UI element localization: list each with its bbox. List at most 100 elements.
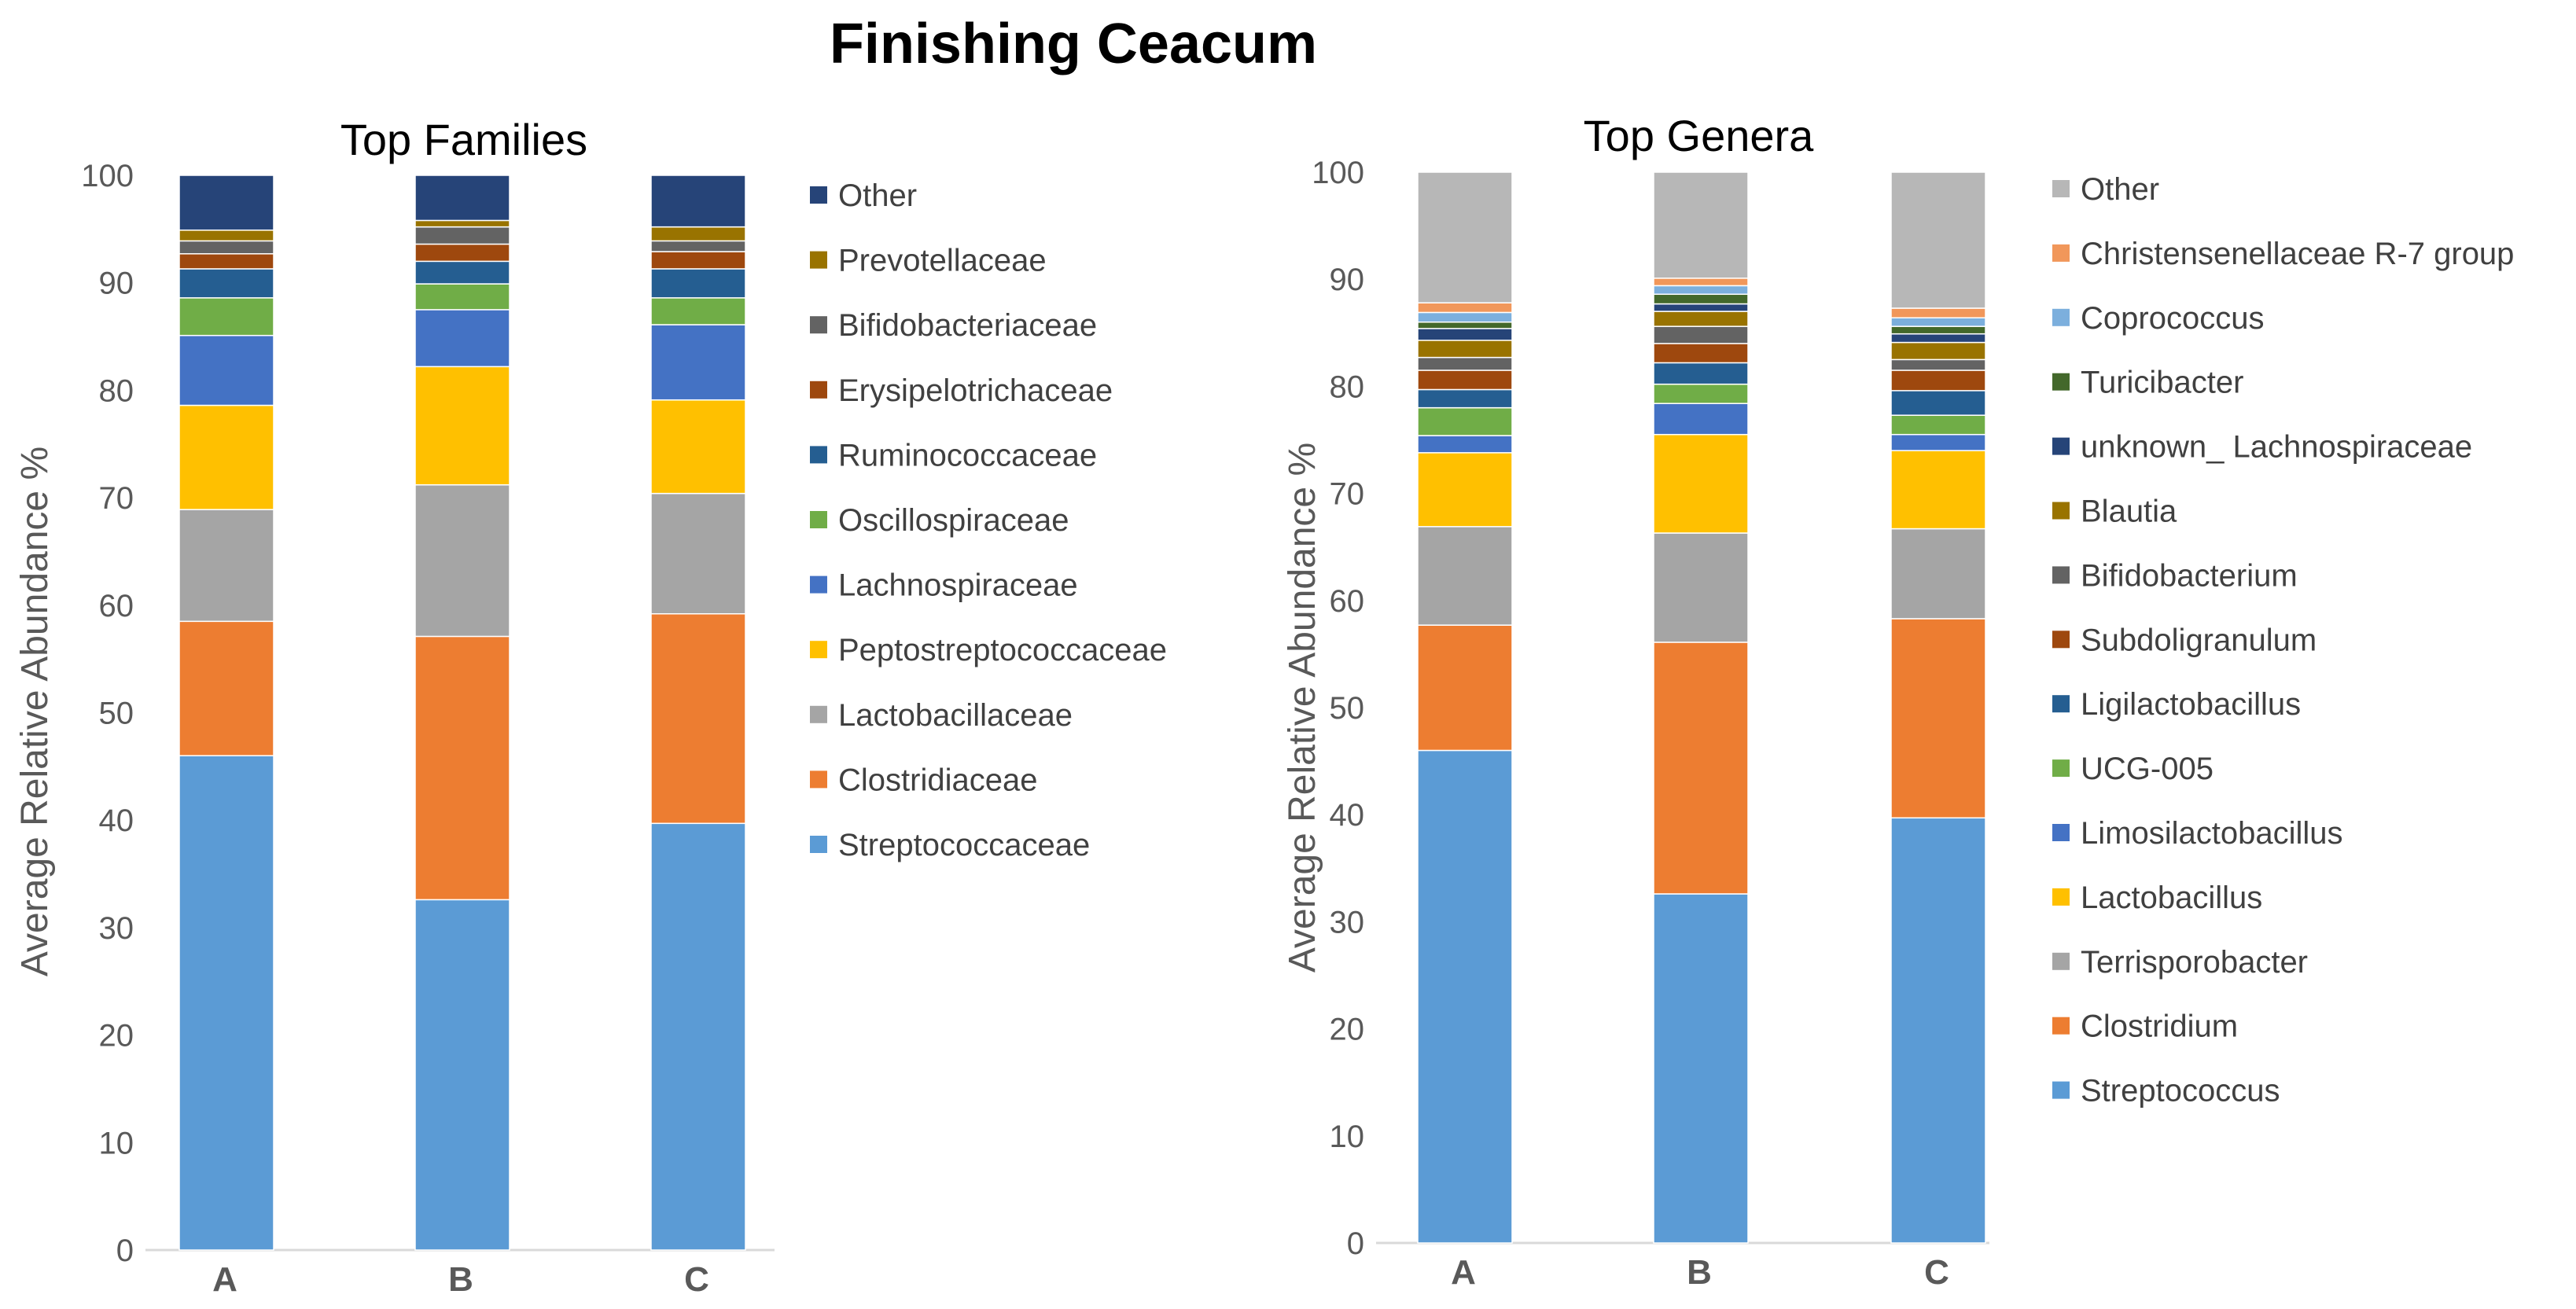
bar-segment-streptococcaceae-b (414, 899, 510, 1251)
bar-segment-ucg-005-a (1417, 406, 1513, 436)
bar-segment-subdoligranulum-c (1890, 370, 1986, 392)
bar-segment-bifidobacteriaceae-b (414, 226, 510, 245)
bar-segment-ligilactobacillus-a (1417, 388, 1513, 409)
bar-segment-bifidobacterium-b (1653, 325, 1749, 344)
bar-segment-other-c (650, 175, 746, 228)
bar-segment-blautia-a (1417, 340, 1513, 359)
y-tick-label: 60 (1330, 584, 1365, 619)
bar-segment-terrisporobacter-b (1653, 532, 1749, 643)
x-tick-label: B (448, 1260, 473, 1299)
legend-swatch-streptococcaceae (810, 836, 827, 853)
bar-segment-prevotellaceae-b (414, 219, 510, 228)
y-tick-label: 70 (99, 481, 134, 516)
bar-segment-other-b (1653, 171, 1749, 279)
legend-label-limosilactobacillus: Limosilactobacillus (2081, 816, 2342, 851)
chart-top-genera: Top Genera Average Relative Abundance % 0 1… (1282, 111, 2514, 1292)
bar-segment-streptococcus-a (1417, 749, 1513, 1244)
bar-segment-lachnospiraceae-a (178, 334, 274, 406)
legend-swatch-other (2052, 180, 2070, 197)
legend-label-lactobacillus: Lactobacillus (2081, 881, 2262, 915)
y-tick-label: 20 (1330, 1013, 1365, 1047)
y-axis-label: Average Relative Abundance % (1282, 443, 1323, 973)
legend-label-peptostreptococcaceae: Peptostreptococcaceae (838, 633, 1167, 667)
bar-segment-lachnospiraceae-c (650, 324, 746, 401)
bar-segment-turicibacter-c (1890, 325, 1986, 335)
bar-segment-blautia-b (1653, 311, 1749, 327)
legend-swatch-lactobacillus (2052, 888, 2070, 906)
bar-segment-limosilactobacillus-a (1417, 435, 1513, 454)
bar-segment-ruminococcaceae-a (178, 268, 274, 299)
bar-segment-terrisporobacter-a (1417, 526, 1513, 626)
bar-segment-clostridium-b (1653, 642, 1749, 895)
legend-label-other: Other (838, 178, 917, 213)
bar-segment-bifidobacterium-a (1417, 356, 1513, 371)
legend-swatch-turicibacter (2052, 373, 2070, 391)
legend-swatch-erysipelotrichaceae (810, 381, 827, 399)
legend-swatch-limosilactobacillus (2052, 824, 2070, 841)
legend-label-ucg-005: UCG-005 (2081, 752, 2214, 786)
x-tick-label: C (684, 1260, 709, 1299)
legend-label-ligilactobacillus: Ligilactobacillus (2081, 687, 2301, 722)
chart-top-families: Top Families Average Relative Abundance %… (14, 115, 1167, 1299)
legend-label-oscillospiraceae: Oscillospiraceae (838, 503, 1069, 538)
bar-segment-peptostreptococcaceae-a (178, 404, 274, 510)
legend-swatch-christensenellaceae-r-7-group (2052, 244, 2070, 262)
bar-segment-christensenellaceae-r-7-group-a (1417, 302, 1513, 314)
y-tick-label: 40 (99, 803, 134, 838)
bar-segment-oscillospiraceae-c (650, 297, 746, 325)
y-tick-label: 0 (116, 1234, 134, 1268)
bar-segment-lactobacillus-c (1890, 450, 1986, 530)
bar-segment-ruminococcaceae-c (650, 268, 746, 299)
legend-swatch-lactobacillaceae (810, 705, 827, 723)
legend-swatch-ligilactobacillus (2052, 695, 2070, 713)
legend-label-turicibacter: Turicibacter (2081, 366, 2243, 400)
bar-segment-prevotellaceae-c (650, 226, 746, 242)
y-tick-label: 90 (99, 267, 134, 301)
bar-segment-clostridium-c (1890, 618, 1986, 819)
bar-segment-clostridiaceae-a (178, 620, 274, 756)
bar-segment-lactobacillaceae-b (414, 484, 510, 638)
legend-label-other: Other (2081, 172, 2159, 207)
bar-segment-unknown-lachnospiraceae-c (1890, 333, 1986, 344)
legend-swatch-peptostreptococcaceae (810, 641, 827, 659)
bar-segment-oscillospiraceae-b (414, 283, 510, 311)
bar-segment-ligilactobacillus-c (1890, 390, 1986, 416)
bar-segment-erysipelotrichaceae-c (650, 251, 746, 270)
legend-label-coprococcus: Coprococcus (2081, 301, 2264, 336)
y-tick-label: 80 (1330, 370, 1365, 404)
bar-segment-bifidobacteriaceae-a (178, 240, 274, 255)
bar-segment-other-b (414, 175, 510, 222)
bar-segment-lachnospiraceae-b (414, 309, 510, 368)
y-tick-label: 10 (1330, 1120, 1365, 1154)
bar-segment-bifidobacteriaceae-c (650, 240, 746, 252)
bar-segment-unknown-lachnospiraceae-b (1653, 303, 1749, 312)
legend-swatch-bifidobacteriaceae (810, 316, 827, 334)
bar-segment-christensenellaceae-r-7-group-c (1890, 307, 1986, 318)
bar-segment-streptococcus-c (1890, 817, 1986, 1244)
bar-segment-oscillospiraceae-a (178, 297, 274, 336)
bar-segment-peptostreptococcaceae-b (414, 366, 510, 486)
bar-segment-lactobacillaceae-c (650, 492, 746, 615)
bar-segment-ucg-005-b (1653, 383, 1749, 404)
y-tick-label: 100 (1312, 156, 1364, 190)
chart-title: Top Families (340, 115, 587, 164)
legend-swatch-oscillospiraceae (810, 511, 827, 528)
x-tick-label: C (1924, 1253, 1949, 1292)
legend-swatch-prevotellaceae (810, 251, 827, 269)
y-tick-label: 90 (1330, 263, 1365, 297)
bar-segment-streptococcus-b (1653, 893, 1749, 1244)
legend-label-streptococcaceae: Streptococcaceae (838, 828, 1090, 862)
legend-label-bifidobacteriaceae: Bifidobacteriaceae (838, 308, 1097, 343)
bar-segment-coprococcus-a (1417, 311, 1513, 323)
legend-swatch-subdoligranulum (2052, 631, 2070, 649)
legend-swatch-clostridiaceae (810, 770, 827, 789)
legend-label-prevotellaceae: Prevotellaceae (838, 244, 1047, 278)
legend-swatch-other (810, 186, 827, 204)
legend-label-christensenellaceae-r-7-group: Christensenellaceae R-7 group (2081, 237, 2514, 271)
bar-segment-turicibacter-b (1653, 293, 1749, 305)
legend-swatch-lachnospiraceae (810, 575, 827, 594)
bar-segment-christensenellaceae-r-7-group-b (1653, 278, 1749, 287)
legend-label-streptococcus: Streptococcus (2081, 1074, 2280, 1109)
bar-segment-unknown-lachnospiraceae-a (1417, 328, 1513, 341)
